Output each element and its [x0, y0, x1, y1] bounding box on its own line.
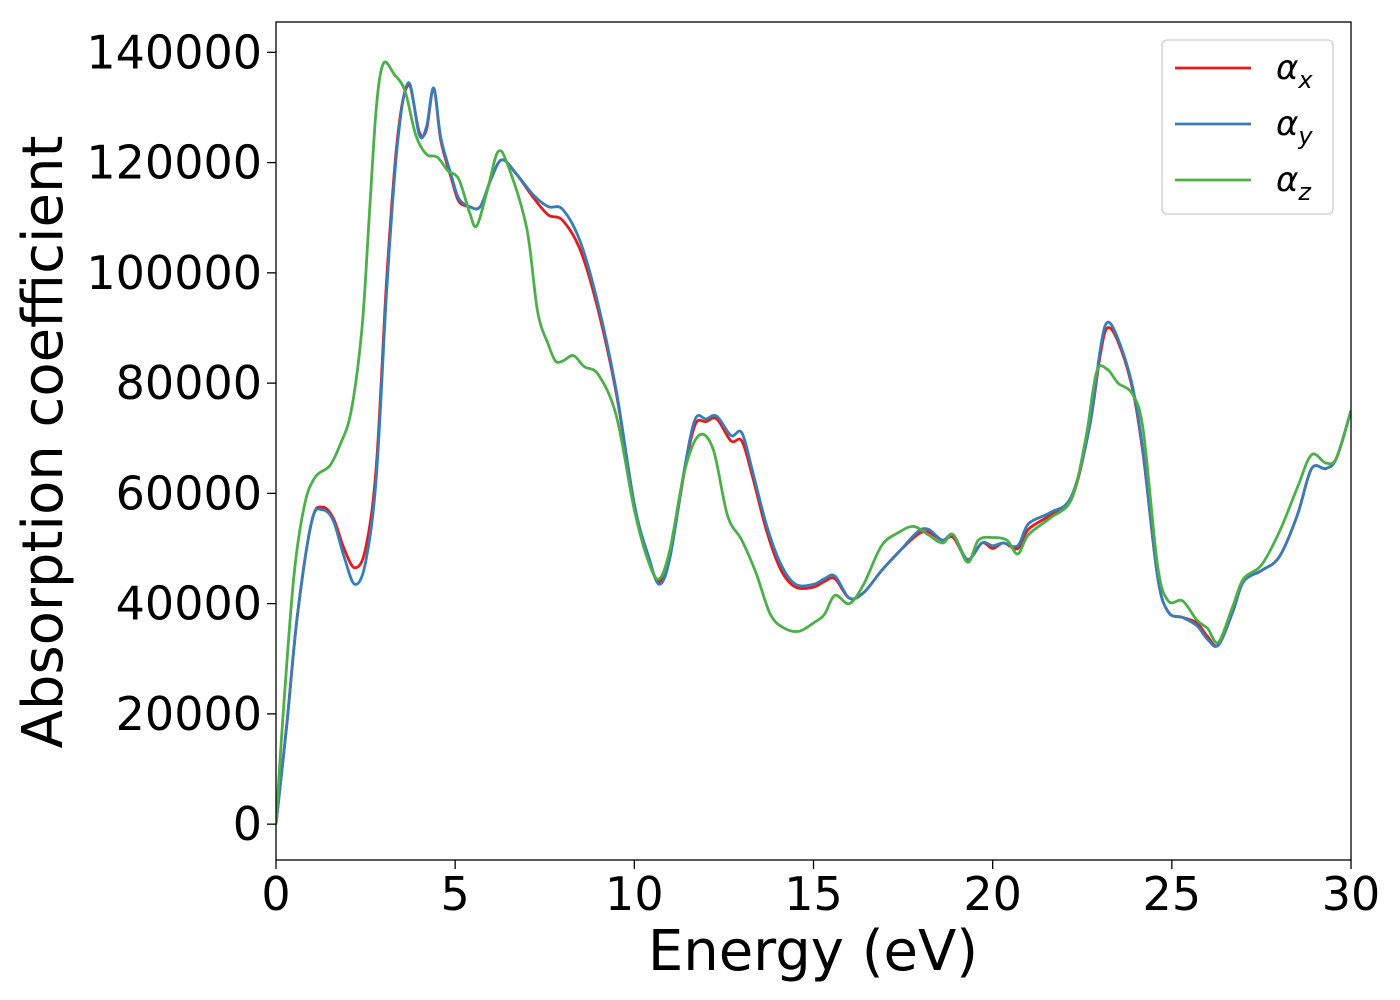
x-tick-label: 5	[441, 867, 470, 921]
series-line-y	[276, 81, 1351, 825]
legend: αx αy αz	[1161, 39, 1334, 215]
y-tick-label: 80000	[116, 356, 262, 410]
x-tick-label: 20	[963, 867, 1022, 921]
y-tick-label: 20000	[116, 687, 262, 741]
x-tick-label: 15	[784, 867, 843, 921]
y-tick-label: 40000	[116, 577, 262, 631]
y-tick-label: 100000	[86, 246, 262, 300]
y-tick-label: 140000	[86, 25, 262, 79]
series-line-z	[276, 60, 1351, 825]
x-tick-label: 0	[261, 867, 290, 921]
y-tick-label: 60000	[116, 466, 262, 520]
legend-label-x: αx	[1276, 48, 1313, 94]
x-axis-ticks: 0 5 10 15 20 25 30	[261, 860, 1380, 921]
legend-box	[1161, 39, 1334, 215]
plot-lines	[276, 60, 1351, 825]
x-axis-title: Energy (eV)	[648, 919, 978, 984]
x-tick-label: 10	[605, 867, 664, 921]
x-tick-label: 25	[1143, 867, 1202, 921]
y-tick-label: 120000	[86, 136, 262, 190]
y-axis-title: Absorption coefficient	[11, 136, 76, 749]
x-tick-label: 30	[1322, 867, 1381, 921]
legend-label-y: αy	[1276, 104, 1313, 150]
legend-label-z: αz	[1276, 160, 1312, 206]
y-axis-ticks: 0 20000 40000 60000 80000 100000 120000 140000	[86, 25, 276, 851]
y-tick-label: 0	[233, 797, 262, 851]
